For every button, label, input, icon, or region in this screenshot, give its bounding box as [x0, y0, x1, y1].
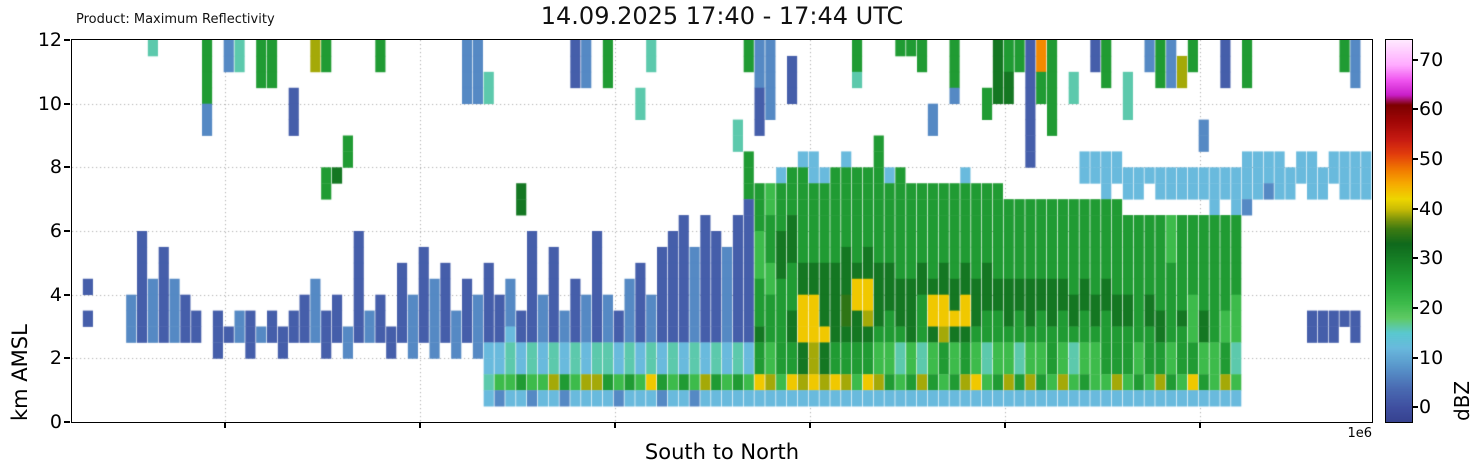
colorbar-tick-label: 0 [1419, 396, 1432, 419]
colorbar-tick-label: 30 [1419, 247, 1444, 270]
x-tick-mark [809, 422, 812, 428]
y-tick-mark [64, 166, 70, 169]
colorbar-tick-label: 10 [1419, 346, 1444, 369]
colorbar-tick-mark [1412, 257, 1418, 260]
chart-title: 14.09.2025 17:40 - 17:44 UTC [540, 2, 904, 30]
x-tick-mark [1199, 422, 1202, 428]
colorbar [1385, 39, 1413, 423]
colorbar-tick-mark [1412, 207, 1418, 210]
colorbar-tick-mark [1412, 158, 1418, 161]
y-tick-label: 10 [37, 92, 62, 115]
product-label: Product: Maximum Reflectivity [76, 12, 275, 27]
x-tick-mark [224, 422, 227, 428]
colorbar-tick-mark [1412, 356, 1418, 359]
y-tick-label: 4 [49, 283, 62, 306]
y-tick-label: 6 [49, 220, 62, 242]
colorbar-tick-mark [1412, 406, 1418, 409]
y-tick-mark [64, 357, 70, 360]
y-tick-label: 8 [49, 156, 62, 179]
colorbar-tick-mark [1412, 306, 1418, 309]
colorbar-tick-label: 70 [1419, 48, 1444, 71]
x-tick-mark [1004, 422, 1007, 428]
colorbar-canvas [1386, 40, 1412, 422]
y-tick-label: 0 [49, 411, 62, 433]
y-tick-mark [64, 102, 70, 105]
x-tick-mark [614, 422, 617, 428]
y-tick-mark [64, 39, 70, 41]
colorbar-tick-mark [1412, 58, 1418, 61]
y-tick-mark [64, 293, 70, 296]
plot-canvas [72, 40, 1372, 422]
colorbar-tick-label: 60 [1419, 98, 1444, 121]
y-tick-label: 12 [37, 29, 62, 51]
colorbar-tick-label: 40 [1419, 197, 1444, 220]
y-tick-mark [64, 230, 70, 232]
colorbar-tick-label: 50 [1419, 148, 1444, 171]
colorbar-tick-mark [1412, 108, 1418, 111]
x-tick-mark [419, 422, 422, 428]
y-tick-label: 2 [49, 347, 62, 370]
colorbar-tick-label: 20 [1419, 296, 1444, 319]
x-axis-offset-label: 1e6 [1347, 426, 1372, 441]
y-tick-mark [64, 421, 70, 423]
plot-area [71, 39, 1373, 423]
x-axis-label: South to North [644, 440, 800, 464]
